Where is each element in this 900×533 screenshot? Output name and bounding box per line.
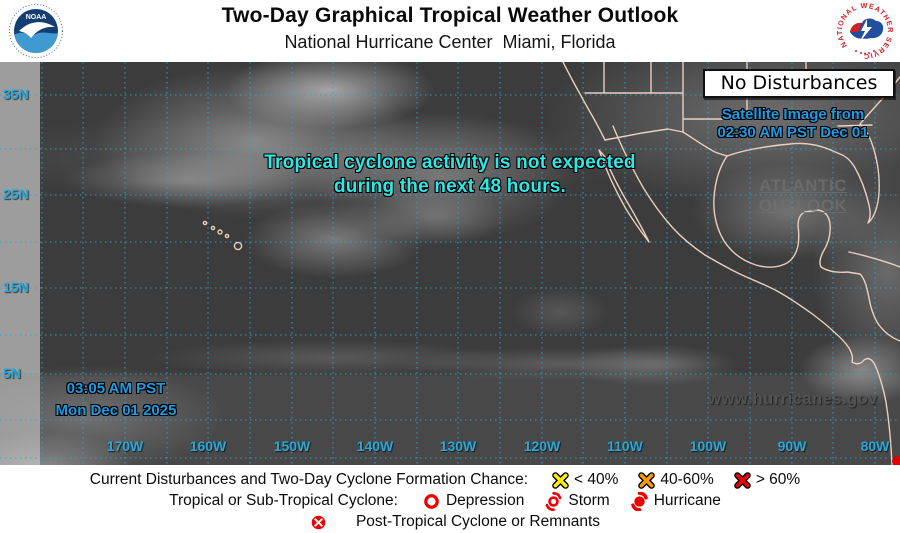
coastlines bbox=[202, 62, 900, 465]
legend-row2-label: Tropical or Sub-Tropical Cyclone: bbox=[169, 492, 398, 509]
lat-label-15N: 15N bbox=[3, 279, 29, 295]
lon-label-110W: 110W bbox=[607, 438, 643, 454]
legend-item-hurricane: Hurricane bbox=[630, 491, 721, 511]
atlantic-outlook-link[interactable]: ATLANTIC OUTLOOK bbox=[758, 176, 848, 216]
lat-label-35N: 35N bbox=[3, 86, 29, 102]
x-mark-red-icon bbox=[734, 471, 751, 489]
legend-item-depression: Depression bbox=[422, 492, 524, 511]
outlook-message-line1: Tropical cyclone activity is not expecte… bbox=[264, 152, 636, 173]
legend-depression-label: Depression bbox=[445, 492, 525, 509]
red-edge-marker bbox=[892, 456, 900, 465]
atlantic-outlook-link-line1: ATLANTIC bbox=[759, 176, 847, 195]
status-box: No Disturbances bbox=[703, 69, 895, 98]
legend-storm-label: Storm bbox=[568, 492, 610, 509]
lon-label-130W: 130W bbox=[439, 438, 477, 454]
lon-label-150W: 150W bbox=[273, 438, 311, 454]
header: NOAA Two-Day Graphical Tropical Weather … bbox=[0, 0, 900, 62]
hawaii-islands bbox=[202, 220, 243, 251]
legend: Current Disturbances and Two-Day Cyclone… bbox=[0, 470, 900, 533]
legend-row-post-tropical: Post-Tropical Cyclone or Remnants bbox=[0, 512, 900, 532]
lon-label-170W: 170W bbox=[106, 438, 144, 454]
outlook-message-line2: during the next 48 hours. bbox=[334, 176, 566, 197]
nws-logo[interactable]: NATIONAL WEATHER SERVICE bbox=[836, 2, 894, 60]
issued-timestamp-line2: Mon Dec 01 2025 bbox=[55, 402, 177, 419]
post-tropical-icon bbox=[311, 515, 326, 529]
legend-item-post-tropical bbox=[310, 514, 332, 531]
storm-icon bbox=[546, 491, 562, 511]
legend-chance-high-label: > 60% bbox=[755, 471, 801, 488]
legend-chance-low-label: < 40% bbox=[574, 471, 619, 488]
noaa-logo[interactable]: NOAA bbox=[9, 4, 63, 58]
legend-row1-label: Current Disturbances and Two-Day Cyclone… bbox=[89, 471, 528, 488]
x-mark-orange-icon bbox=[638, 471, 656, 489]
legend-chance-medium-label: 40-60% bbox=[660, 471, 714, 488]
legend-hurricane-label: Hurricane bbox=[653, 492, 721, 509]
satellite-timestamp-line1: Satellite Image from bbox=[721, 106, 865, 123]
legend-row-cyclone-types: Tropical or Sub-Tropical Cyclone: Depres… bbox=[0, 491, 900, 511]
satellite-map[interactable]: No Disturbances Satellite Image from 02:… bbox=[0, 62, 900, 465]
satellite-timestamp: Satellite Image from 02:30 AM PST Dec 01 bbox=[697, 106, 889, 142]
legend-item-chance-medium: 40-60% bbox=[638, 471, 714, 489]
lon-label-120W: 120W bbox=[523, 438, 561, 454]
hurricane-icon bbox=[630, 491, 648, 511]
lat-lon-grid bbox=[0, 62, 900, 465]
map-overlay-graphics bbox=[0, 62, 900, 465]
lat-label-25N: 25N bbox=[3, 186, 29, 202]
noaa-logo-text: NOAA bbox=[26, 14, 47, 21]
legend-row-formation-chance: Current Disturbances and Two-Day Cyclone… bbox=[0, 470, 900, 490]
issued-timestamp-line1: 03:05 AM PST bbox=[66, 380, 166, 397]
satellite-timestamp-line2: 02:30 AM PST Dec 01 bbox=[717, 124, 869, 141]
lon-label-140W: 140W bbox=[356, 438, 394, 454]
atlantic-outlook-link-line2: OUTLOOK bbox=[758, 196, 848, 215]
legend-post-tropical-label: Post-Tropical Cyclone or Remnants bbox=[355, 513, 601, 530]
lon-label-160W: 160W bbox=[189, 438, 227, 454]
depression-icon bbox=[424, 493, 439, 509]
page-subtitle: National Hurricane Center Miami, Florida bbox=[284, 32, 616, 52]
legend-item-chance-high: > 60% bbox=[734, 471, 800, 489]
issued-timestamp: 03:05 AM PST Mon Dec 01 2025 bbox=[26, 378, 206, 422]
legend-item-chance-low: < 40% bbox=[552, 471, 618, 489]
lon-label-100W: 100W bbox=[689, 438, 727, 454]
legend-item-storm: Storm bbox=[544, 491, 610, 511]
outlook-message: Tropical cyclone activity is not expecte… bbox=[0, 151, 900, 199]
website-watermark: www.hurricanes.gov bbox=[708, 390, 878, 408]
lon-label-80W: 80W bbox=[860, 438, 890, 454]
header-titles: Two-Day Graphical Tropical Weather Outlo… bbox=[0, 4, 900, 53]
page-title: Two-Day Graphical Tropical Weather Outlo… bbox=[221, 4, 679, 27]
lon-label-90W: 90W bbox=[777, 438, 807, 454]
lat-label-5N: 5N bbox=[3, 365, 21, 381]
x-mark-yellow-icon bbox=[552, 471, 569, 489]
